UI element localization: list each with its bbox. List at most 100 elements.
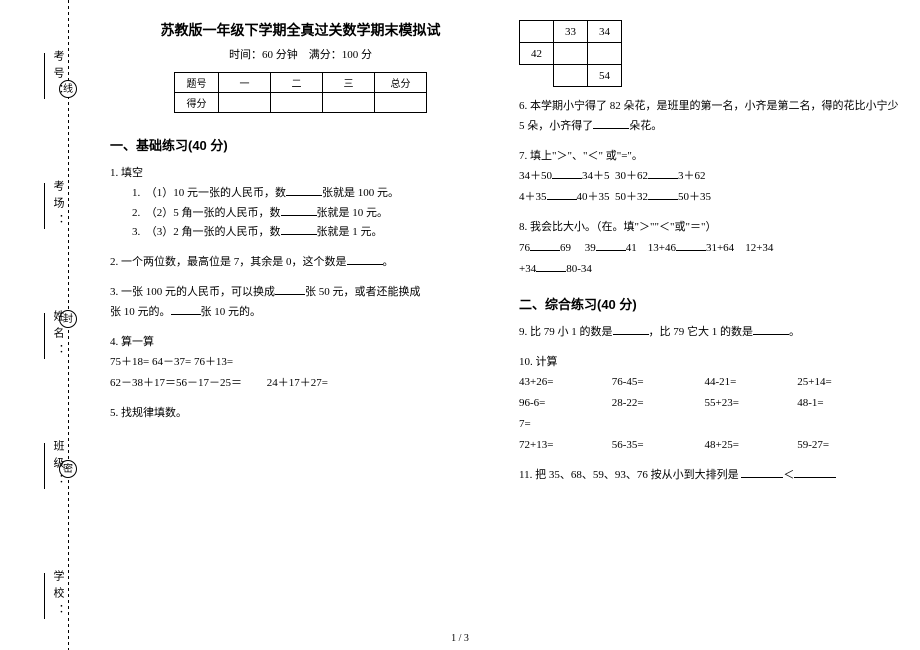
q1c2: 张就是 1 元。 <box>317 226 383 238</box>
cell <box>375 93 427 113</box>
exam-title: 苏教版一年级下学期全真过关数学期末模拟试 <box>110 20 491 40</box>
blank <box>547 188 577 200</box>
cell <box>219 93 271 113</box>
q1b2: 张就是 10 元。 <box>317 207 389 219</box>
expr: 75＋18= <box>110 356 149 368</box>
field-name: 姓名： <box>38 290 66 380</box>
blank <box>741 466 783 478</box>
blank <box>281 223 317 235</box>
expr: 50＋32 <box>615 191 648 203</box>
expr: 28-22= <box>612 393 702 414</box>
cell <box>323 93 375 113</box>
cell <box>520 21 554 43</box>
expr: 96-6= <box>519 393 609 414</box>
expr: 72+13= <box>519 435 609 456</box>
q8: 8. 我会比大小。（在。填"＞""＜"或"＝"） 7669 3941 13+46… <box>519 218 900 280</box>
q1c: 3. （3）2 角一张的人民币，数 <box>132 226 281 238</box>
q2: 2. 一个两位数，最高位是 7，其余是 0，这个数是 。 <box>110 253 491 273</box>
blank <box>794 466 836 478</box>
n: 12+34 <box>745 242 773 254</box>
q2t: 2. 一个两位数，最高位是 7，其余是 0，这个数是 <box>110 256 347 268</box>
q11: 11. 把 35、68、59、93、76 按从小到大排列是 ＜ <box>519 466 900 486</box>
blank <box>552 167 582 179</box>
expr: 4＋35 <box>519 191 547 203</box>
blank <box>648 188 678 200</box>
q3: 3. 一张 100 元的人民币，可以换成张 50 元，或者还能换成张 10 元的… <box>110 283 491 323</box>
expr: 50＋35 <box>678 191 711 203</box>
section-1-heading: 一、基础练习(40 分) <box>110 135 491 154</box>
blank <box>753 323 789 335</box>
cell: 33 <box>554 21 588 43</box>
q1: 1. 填空 1. （1）10 元一张的人民币，数张就是 100 元。 2. （2… <box>110 164 491 243</box>
expr: 25+14= <box>797 372 857 393</box>
section-2-heading: 二、综合练习(40 分) <box>519 294 900 313</box>
page-content: 苏教版一年级下学期全真过关数学期末模拟试 时间：60 分钟 满分：100 分 题… <box>110 20 900 630</box>
blank <box>536 260 566 272</box>
th: 得分 <box>175 93 219 113</box>
q9t: 9. 比 79 小 1 的数是 <box>519 326 613 338</box>
cell: 42 <box>520 43 554 65</box>
expr: 76-45= <box>612 372 702 393</box>
expr: 48+25= <box>705 435 795 456</box>
lt: ＜ <box>783 469 794 481</box>
blank <box>347 253 383 265</box>
th: 三 <box>323 73 375 93</box>
expr: 7= <box>519 414 609 435</box>
n: 76 <box>519 242 530 254</box>
field-class: 班级： <box>38 420 66 510</box>
q3t3: 张 10 元的。 <box>201 306 262 318</box>
expr: 30＋62 <box>615 170 648 182</box>
expr: 56-35= <box>612 435 702 456</box>
expr: 3＋62 <box>678 170 706 182</box>
exam-subtitle: 时间：60 分钟 满分：100 分 <box>110 46 491 62</box>
blank <box>171 303 201 315</box>
q1a: 1. （1）10 元一张的人民币，数 <box>132 187 286 199</box>
q6t: 6. 本学期小宁得了 82 朵花，是班里的第一名，小齐是第二名，得的花比小宁少 … <box>519 100 899 132</box>
blank <box>613 323 649 335</box>
expr: 43+26= <box>519 372 609 393</box>
n: 80-34 <box>566 263 592 275</box>
q2t2: 。 <box>383 256 394 268</box>
q9t2: ，比 79 它大 1 的数是 <box>649 326 754 338</box>
cell <box>554 65 588 87</box>
expr: 55+23= <box>705 393 795 414</box>
q8-head: 8. 我会比大小。（在。填"＞""＜"或"＝"） <box>519 218 900 238</box>
blank <box>596 239 626 251</box>
q4-head: 4. 算一算 <box>110 333 491 353</box>
q11t: 11. 把 35、68、59、93、76 按从小到大排列是 <box>519 469 739 481</box>
page-number: 1 / 3 <box>451 633 469 644</box>
expr: 40＋35 <box>577 191 610 203</box>
th: 一 <box>219 73 271 93</box>
pattern-grid: 33 34 42 54 <box>519 20 622 87</box>
expr: 34＋5 <box>582 170 610 182</box>
cell: 34 <box>588 21 622 43</box>
q7-head: 7. 填上"＞"、"＜" 或"="。 <box>519 147 900 167</box>
q4: 4. 算一算 75＋18= 64－37= 76＋13= 62－38＋17＝56－… <box>110 333 491 395</box>
cell <box>588 43 622 65</box>
n: 31+64 <box>706 242 734 254</box>
expr: 64－37= <box>152 356 191 368</box>
field-school: 学校： <box>38 550 66 640</box>
q1b: 2. （2）5 角一张的人民币，数 <box>132 207 281 219</box>
column-left: 苏教版一年级下学期全真过关数学期末模拟试 时间：60 分钟 满分：100 分 题… <box>110 20 491 630</box>
expr: 34＋50 <box>519 170 552 182</box>
expr: 76＋13= <box>194 356 233 368</box>
q5: 5. 找规律填数。 <box>110 404 491 424</box>
expr: 59-27= <box>797 435 857 456</box>
q3t3-pre: 张 10 元的。 <box>110 306 171 318</box>
q6: 6. 本学期小宁得了 82 朵花，是班里的第一名，小齐是第二名，得的花比小宁少 … <box>519 97 900 137</box>
cell: 54 <box>588 65 622 87</box>
q7: 7. 填上"＞"、"＜" 或"="。 34＋50 34＋5 30＋62 3＋62 4… <box>519 147 900 209</box>
q1-head: 1. 填空 <box>110 164 491 184</box>
q6t2: 朵花。 <box>629 120 662 132</box>
binding-column: 线 封 密 考号： 考场： 姓名： 班级： 学校： <box>38 0 98 650</box>
cell <box>554 43 588 65</box>
blank <box>593 117 629 129</box>
th: 二 <box>271 73 323 93</box>
n: 41 <box>626 242 637 254</box>
cell <box>271 93 323 113</box>
blank <box>648 167 678 179</box>
expr: 48-1= <box>797 393 857 414</box>
field-exam-id: 考号： <box>38 30 66 120</box>
n: 69 <box>560 242 571 254</box>
